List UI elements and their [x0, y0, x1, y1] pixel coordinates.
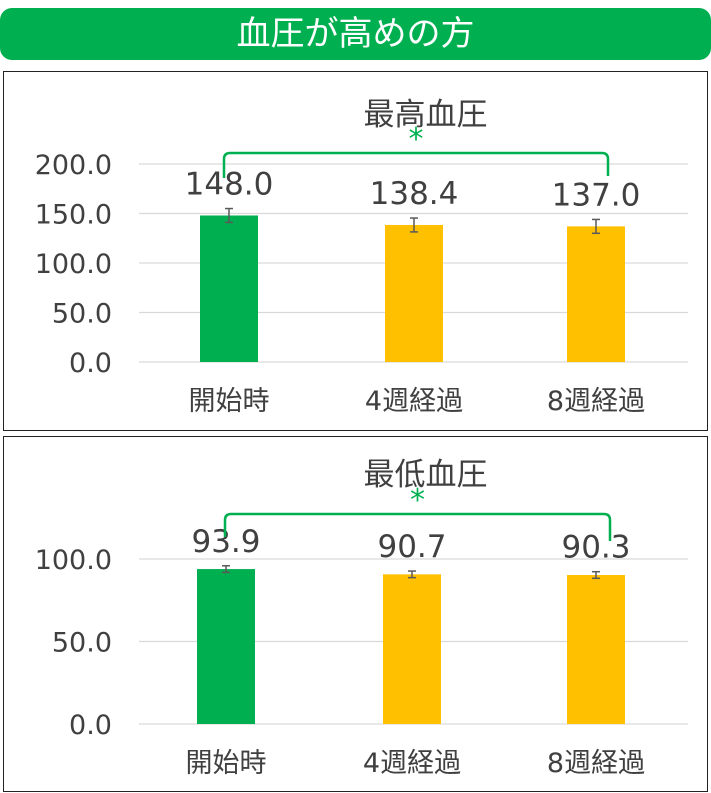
- data-label: 90.7: [377, 529, 446, 565]
- data-label: 138.4: [370, 176, 459, 212]
- y-tick-label: 100.0: [35, 249, 112, 280]
- y-tick-label: 0.0: [69, 348, 112, 379]
- page-title-banner: 血圧が高めの方: [0, 8, 711, 60]
- bar: [200, 215, 258, 362]
- bar: [383, 574, 441, 724]
- chart-title: 最低血圧: [364, 457, 488, 493]
- x-tick-label: 8週経過: [547, 748, 645, 779]
- bar: [197, 569, 255, 724]
- bar: [385, 224, 443, 362]
- x-tick-label: 開始時: [186, 748, 267, 779]
- significance-bracket: [223, 512, 612, 541]
- x-tick-label: 8週経過: [547, 386, 645, 417]
- y-tick-label: 50.0: [52, 628, 112, 659]
- systolic-chart-panel: 最高血圧 0.0 50.0 100.0 150.0 200.0 148.0 開始時 138.4 4…: [3, 71, 708, 431]
- x-tick-label: 4週経過: [363, 748, 461, 779]
- systolic-chart: 最高血圧 0.0 50.0 100.0 150.0 200.0 148.0 開始時 138.4 4…: [35, 97, 688, 417]
- significance-marker: *: [410, 483, 425, 518]
- bar: [567, 226, 625, 362]
- significance-bracket: [222, 151, 610, 178]
- y-tick-label: 150.0: [35, 200, 112, 231]
- page-title: 血圧が高めの方: [236, 14, 475, 54]
- x-tick-label: 4週経過: [365, 386, 463, 417]
- bar: [567, 575, 625, 724]
- data-label: 137.0: [552, 177, 641, 213]
- data-label: 90.3: [561, 530, 630, 566]
- y-tick-label: 100.0: [35, 545, 112, 576]
- diastolic-chart-panel: 最低血圧 0.0 50.0 100.0 93.9 開始時 90.7 4週経過 90.3 8週経過 *: [3, 436, 708, 792]
- y-tick-label: 50.0: [52, 299, 112, 330]
- y-tick-label: 0.0: [69, 710, 112, 741]
- x-tick-label: 開始時: [189, 386, 270, 417]
- data-label: 148.0: [185, 167, 274, 203]
- significance-marker: *: [409, 122, 424, 157]
- y-tick-label: 200.0: [35, 150, 112, 181]
- chart-title: 最高血圧: [364, 97, 488, 133]
